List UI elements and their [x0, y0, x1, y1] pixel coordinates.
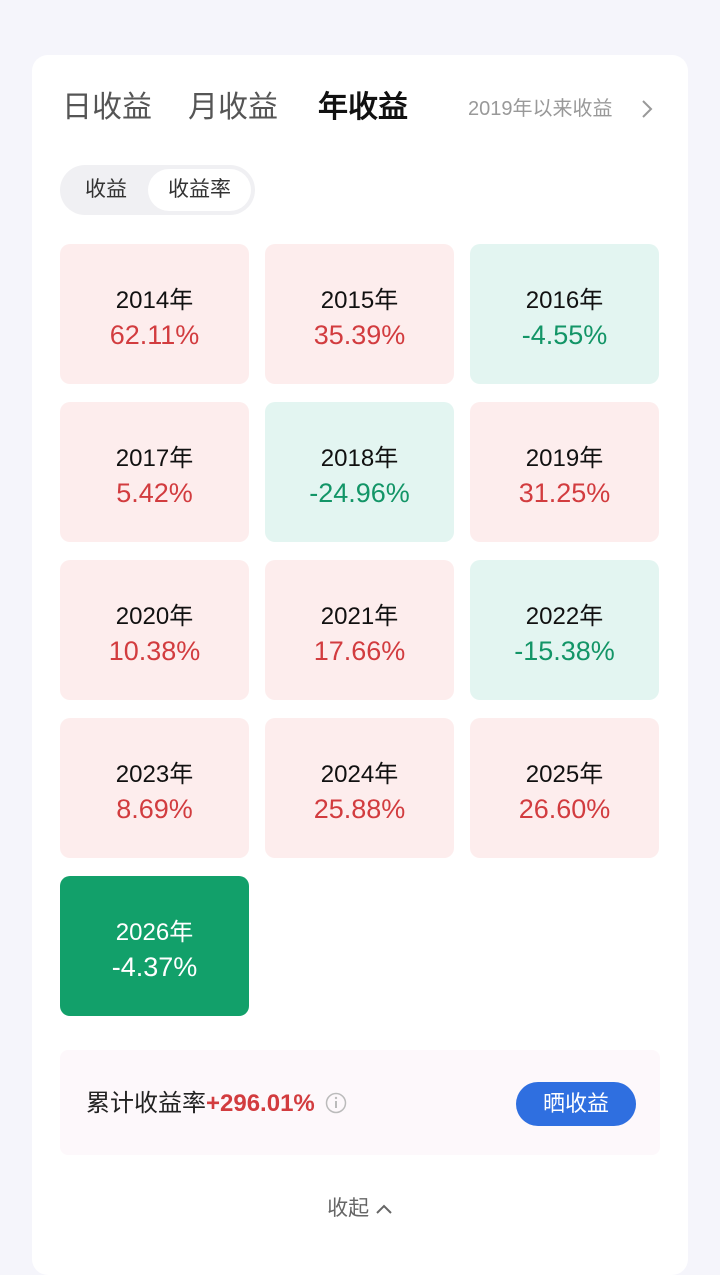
summary-value: +296.01%	[206, 1090, 315, 1117]
tile-year: 2022年	[525, 603, 604, 630]
tile-year: 2015年	[320, 287, 399, 314]
year-tile[interactable]: 2015年 35.39%	[265, 244, 454, 384]
tile-year: 2019年	[525, 445, 604, 472]
tile-value: 5.42%	[116, 478, 193, 508]
toggle-option[interactable]: 收益	[85, 178, 127, 201]
year-tile[interactable]: 2025年 26.60%	[470, 718, 659, 858]
tile-value: -4.55%	[521, 320, 608, 350]
since-link[interactable]: 2019年以来收益	[468, 98, 613, 120]
tile-value: -4.37%	[111, 952, 198, 982]
year-tile[interactable]: 2024年 25.88%	[265, 718, 454, 858]
tile-value: 8.69%	[116, 794, 193, 824]
tile-value: 31.25%	[518, 478, 611, 508]
chevron-up	[376, 1204, 392, 1214]
tile-value: 26.60%	[518, 794, 611, 824]
year-tile[interactable]: 2021年 17.66%	[265, 560, 454, 700]
tile-year: 2025年	[525, 761, 604, 788]
summary-label: 累计收益率	[86, 1090, 206, 1117]
chevron	[642, 100, 653, 118]
tab[interactable]: 年收益	[318, 91, 408, 124]
tile-year: 2014年	[115, 287, 194, 314]
year-tile[interactable]: 2026年 -4.37%	[60, 876, 249, 1016]
year-tile[interactable]: 2020年 10.38%	[60, 560, 249, 700]
year-tile[interactable]: 2022年 -15.38%	[470, 560, 659, 700]
year-tile[interactable]: 2014年 62.11%	[60, 244, 249, 384]
tile-value: 17.66%	[313, 636, 406, 666]
tile-year: 2021年	[320, 603, 399, 630]
summary-text: 累计收益率+296.01%	[86, 1090, 347, 1118]
tab[interactable]: 月收益	[188, 91, 278, 124]
tile-year: 2023年	[115, 761, 194, 788]
tab[interactable]: 日收益	[62, 91, 152, 124]
year-tile[interactable]: 2017年 5.42%	[60, 402, 249, 542]
year-tile[interactable]: 2019年 31.25%	[470, 402, 659, 542]
tile-year: 2018年	[320, 445, 399, 472]
tile-value: -24.96%	[309, 478, 410, 508]
collapse[interactable]: 收起	[0, 1192, 720, 1222]
toggle-option[interactable]: 收益率	[148, 169, 251, 211]
tile-year: 2024年	[320, 761, 399, 788]
year-tile[interactable]: 2016年 -4.55%	[470, 244, 659, 384]
year-tile[interactable]: 2023年 8.69%	[60, 718, 249, 858]
tile-value: 25.88%	[313, 794, 406, 824]
share-button[interactable]: 晒收益	[516, 1082, 636, 1126]
tile-value: 10.38%	[108, 636, 201, 666]
tile-year: 2020年	[115, 603, 194, 630]
tile-value: -15.38%	[514, 636, 615, 666]
tile-year: 2017年	[115, 445, 194, 472]
info-icon[interactable]	[325, 1092, 347, 1114]
tile-year: 2026年	[115, 919, 194, 946]
year-tile[interactable]: 2018年 -24.96%	[265, 402, 454, 542]
tile-value: 35.39%	[313, 320, 406, 350]
collapse-label: 收起	[327, 1197, 370, 1220]
tile-year: 2016年	[525, 287, 604, 314]
tile-value: 62.11%	[109, 320, 200, 350]
